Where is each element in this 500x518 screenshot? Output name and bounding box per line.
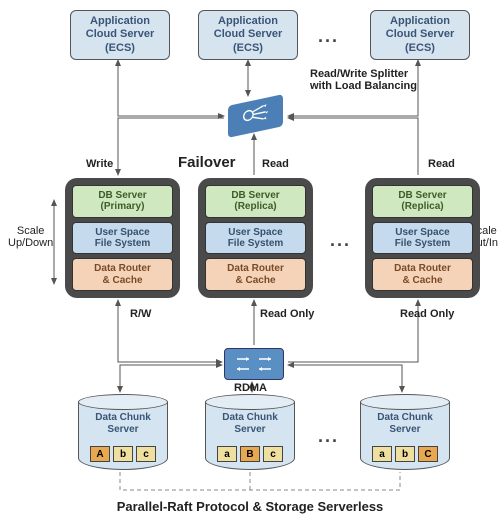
lb-icon (237, 97, 275, 134)
ro-label-1: Read Only (260, 308, 314, 320)
chunk-label: Data ChunkServer (78, 412, 168, 435)
ecs-label: ApplicationCloud Server(ECS) (214, 15, 282, 55)
fs-label: User SpaceFile System (205, 222, 306, 255)
rw-label: R/W (130, 308, 151, 320)
router-label: Data Router& Cache (205, 258, 306, 291)
read-label-2: Read (428, 158, 455, 170)
db-server-label: DB Server(Replica) (372, 185, 473, 218)
chunk-c: c (136, 446, 156, 462)
load-balancer (228, 94, 283, 138)
db-replica-1: DB Server(Replica) User SpaceFile System… (198, 178, 313, 298)
chunk-c: C (418, 446, 438, 462)
router-label: Data Router& Cache (72, 258, 173, 291)
chunk-b: B (240, 446, 260, 462)
chunk-b: b (113, 446, 133, 462)
chunk-label: Data ChunkServer (360, 412, 450, 435)
chunk-label: Data ChunkServer (205, 412, 295, 435)
chunk-server-2: Data ChunkServer a B c (205, 394, 295, 470)
ecs-label: ApplicationCloud Server(ECS) (86, 15, 154, 55)
dots: ... (330, 230, 351, 251)
ecs-label: ApplicationCloud Server(ECS) (386, 15, 454, 55)
ecs-box-2: ApplicationCloud Server(ECS) (198, 10, 298, 60)
failover-label: Failover (178, 154, 236, 171)
ecs-box-1: ApplicationCloud Server(ECS) (70, 10, 170, 60)
chunk-server-n: Data ChunkServer a b C (360, 394, 450, 470)
db-server-label: DB Server(Primary) (72, 185, 173, 218)
db-replica-n: DB Server(Replica) User SpaceFile System… (365, 178, 480, 298)
protocol-label: Parallel-Raft Protocol & Storage Serverl… (0, 499, 500, 514)
db-primary: DB Server(Primary) User SpaceFile System… (65, 178, 180, 298)
ecs-box-n: ApplicationCloud Server(ECS) (370, 10, 470, 60)
chunk-a: A (90, 446, 110, 462)
chunk-a: a (217, 446, 237, 462)
ro-label-2: Read Only (400, 308, 454, 320)
splitter-label: Read/Write Splitterwith Load Balancing (310, 68, 417, 92)
rdma-label: RDMA (234, 382, 267, 394)
chunk-server-1: Data ChunkServer A b c (78, 394, 168, 470)
chunk-a: a (372, 446, 392, 462)
fs-label: User SpaceFile System (72, 222, 173, 255)
fs-label: User SpaceFile System (372, 222, 473, 255)
dots: ... (318, 426, 339, 447)
rdma-switch (224, 348, 284, 380)
rdma-icon (231, 353, 277, 375)
chunk-b: b (395, 446, 415, 462)
db-server-label: DB Server(Replica) (205, 185, 306, 218)
read-label-1: Read (262, 158, 289, 170)
chunk-c: c (263, 446, 283, 462)
scale-updown: ScaleUp/Down (8, 225, 53, 249)
dots: ... (318, 26, 339, 47)
write-label: Write (86, 158, 113, 170)
router-label: Data Router& Cache (372, 258, 473, 291)
